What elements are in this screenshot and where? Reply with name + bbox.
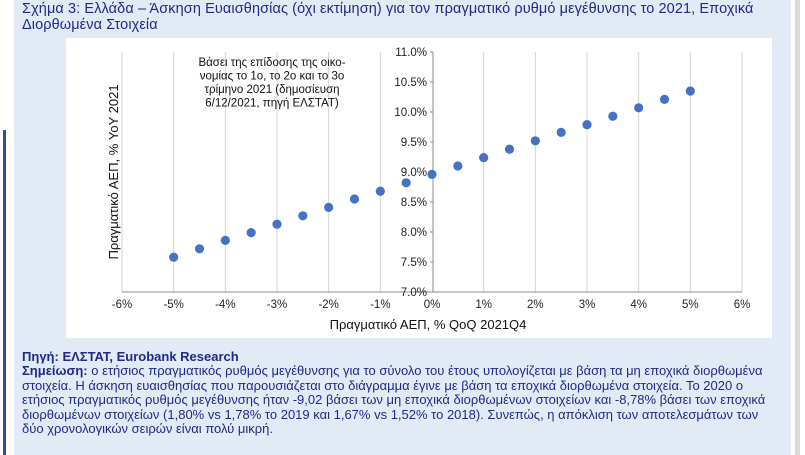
right-margin [791,0,805,455]
data-point [349,194,360,204]
x-tick-label: 4% [630,299,647,311]
y-tick-label: 9.5% [401,137,427,149]
data-point [479,153,489,163]
data-point [324,202,334,212]
data-point [504,144,515,154]
data-point [427,169,437,179]
data-point [194,244,205,254]
footer: Πηγή: ΕΛΣΤΑΤ, Eurobank Research Σημείωση… [22,349,772,436]
data-point [220,235,230,245]
x-tick-label: -5% [163,299,183,311]
y-tick-label: 8.0% [401,227,427,239]
y-tick-label: 11.0% [395,47,427,59]
left-accent-bar [3,130,6,455]
source-line: Πηγή: ΕΛΣΤΑΤ, Eurobank Research [22,349,239,364]
note-label: Σημείωση: [22,363,88,379]
data-point [659,94,670,104]
x-tick-label: -4% [215,299,235,311]
x-tick-label: -2% [318,299,338,311]
x-tick-label: 0% [424,299,441,311]
x-tick-label: 6% [734,299,751,311]
data-point [453,161,463,171]
data-point [272,219,282,229]
data-point [530,136,540,146]
data-point [375,186,385,196]
x-tick-label: -6% [112,299,132,311]
data-point [401,178,411,188]
x-tick-label: 3% [579,299,596,311]
data-point [169,252,179,262]
data-point [685,86,695,96]
annotation-line: τρίμηνο 2021 (δημοσίευση [205,84,340,96]
y-tick-label: 8.5% [401,197,427,209]
annotation-line: νομίας το 1ο, το 2ο και το 3ο [200,71,345,83]
x-axis-title: Πραγματικό ΑΕΠ, % QoQ 2021Q4 [330,317,527,332]
scatter-chart: -6% -5% -4% -3% -2% -1% 0% 1% 2% 3% 4% 5% 6% 7.0% 7.5%… [106,47,751,332]
data-point [298,211,308,221]
data-point [608,111,618,121]
annotation-line: 6/12/2021, πηγή ΕΛΣΤΑΤ) [205,98,339,110]
data-point [556,127,566,137]
y-axis-title: Πραγματικό ΑΕΠ, % YoY 2021 [106,84,121,259]
x-tick-label: 2% [527,299,544,311]
y-tick-label: 10.5% [394,77,427,89]
y-tick-label: 7.0% [401,287,427,299]
left-margin [0,0,14,455]
y-tick-label: 10.0% [394,107,427,119]
scrollbar-track[interactable] [795,0,800,455]
x-tick-label: 1% [475,299,492,311]
x-tick-label: 5% [682,299,699,311]
figure-title: Σχήμα 3: Ελλάδα – Άσκηση Ευαισθησίας (όχ… [22,1,754,33]
data-point [246,228,256,238]
x-tick-label: -3% [267,299,287,311]
y-tick-label: 9.0% [401,167,427,179]
data-point [634,103,644,113]
chart-card: -6% -5% -4% -3% -2% -1% 0% 1% 2% 3% 4% 5% 6% 7.0% 7.5%… [66,38,772,338]
note-paragraph: Σημείωση: ο ετήσιος πραγματικός ρυθμός μ… [22,364,772,436]
annotation-line: Βάσει της επίδοσης της οικο- [198,57,345,69]
note-text: ο ετήσιος πραγματικός ρυθμός μεγέθυνσης … [22,363,766,437]
data-point [582,120,592,130]
x-tick-label: -1% [370,299,390,311]
y-tick-label: 7.5% [401,257,427,269]
